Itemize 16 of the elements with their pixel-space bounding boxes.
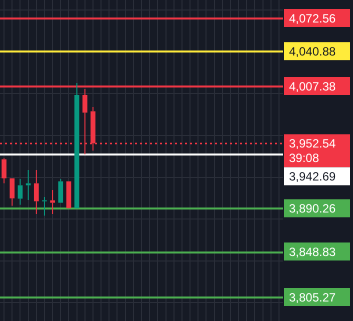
ref-line-label: 3,848.83 (289, 244, 336, 259)
ref-line-label: 4,007.38 (289, 79, 336, 94)
ref-line-label: 3,890.26 (289, 202, 336, 216)
candlestick (10, 178, 15, 206)
candlestick (18, 178, 23, 206)
candlestick (58, 178, 64, 203)
candlestick (34, 170, 39, 214)
candlestick (42, 196, 47, 216)
ref-line-label: 4,072.56 (289, 11, 336, 26)
text: 39:08 (289, 151, 320, 166)
ref-line-label: 3,942.69 (289, 170, 336, 184)
ref-line-label: 3,805.27 (289, 290, 336, 304)
candlestick (2, 158, 6, 184)
ref-line-label: 3,952.54 (289, 136, 336, 151)
ref-line-label: 4,040.88 (289, 44, 336, 58)
candlestick (26, 170, 31, 201)
